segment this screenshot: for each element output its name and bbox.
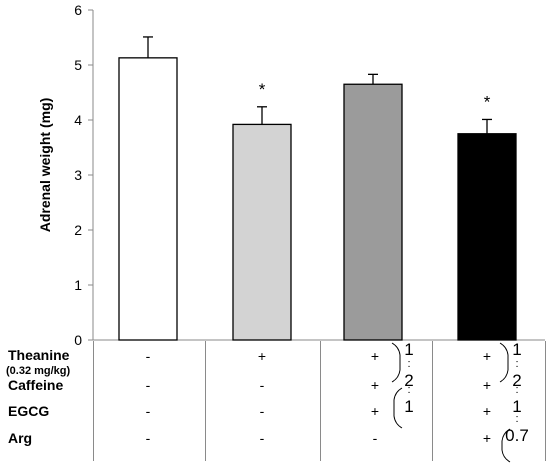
bar xyxy=(457,133,517,341)
y-tick-label: 3 xyxy=(74,167,82,183)
bar-chart: 0 1 2 3 4 5 6 Adrenal weight (mg) * * xyxy=(37,2,545,345)
treatment-cell: - xyxy=(145,403,151,419)
column-separator xyxy=(205,341,206,461)
y-tick-label: 1 xyxy=(74,277,82,293)
left-paren-bottom xyxy=(393,387,403,429)
row-label: EGCG xyxy=(8,403,50,419)
treatment-cell: + xyxy=(482,403,492,419)
ratio-value: 1 xyxy=(512,397,522,416)
ratio-value: 1 xyxy=(512,340,522,359)
treatment-cell: + xyxy=(370,403,380,419)
treatment-cell: + xyxy=(257,348,267,364)
y-tick-label: 2 xyxy=(74,222,82,238)
ratio-value: 1 xyxy=(404,340,414,359)
y-tick-label: 5 xyxy=(74,57,82,73)
column-separator xyxy=(545,341,546,461)
bar xyxy=(232,123,292,341)
treatment-cell: - xyxy=(372,430,378,446)
treatment-cell: + xyxy=(370,377,380,393)
treatment-cell: - xyxy=(259,377,265,393)
treatment-cell: - xyxy=(259,430,265,446)
row-sublabel: (0.32 mg/kg) xyxy=(6,365,71,377)
ratio-separator: : xyxy=(515,384,519,396)
treatment-cell: + xyxy=(370,348,380,364)
ratio-value: 2 xyxy=(512,371,522,390)
ratio-separator: : xyxy=(407,358,411,370)
treatment-cell: - xyxy=(259,403,265,419)
ratio-value: 2 xyxy=(404,371,414,390)
bar xyxy=(118,57,178,341)
row-label: Theanine xyxy=(8,347,70,363)
significance-marker: * xyxy=(484,92,491,111)
column-separator xyxy=(320,341,321,461)
y-tick-label: 0 xyxy=(74,332,82,345)
column-separator xyxy=(432,341,433,461)
ratio-separator: : xyxy=(515,413,519,425)
right-paren-top xyxy=(391,342,401,383)
y-tick-label: 4 xyxy=(74,112,82,128)
treatment-cell: + xyxy=(482,377,492,393)
y-tick-label: 6 xyxy=(74,2,82,18)
ratio-separator: : xyxy=(407,384,411,396)
row-label: Arg xyxy=(8,430,33,446)
row-label: Caffeine xyxy=(8,377,64,393)
ratio-value: 0.7 xyxy=(505,426,529,445)
treatment-cell: + xyxy=(482,348,492,364)
left-paren-bottom xyxy=(501,428,511,463)
treatment-cell: - xyxy=(145,430,151,446)
treatment-cell: - xyxy=(145,377,151,393)
significance-marker: * xyxy=(259,80,266,99)
ratio-value: 1 xyxy=(404,397,414,416)
y-axis-title: Adrenal weight (mg) xyxy=(37,98,53,233)
treatment-cell: + xyxy=(482,430,492,446)
right-paren-top xyxy=(499,342,509,383)
column-separator xyxy=(93,341,94,461)
bar xyxy=(343,83,403,341)
ratio-separator: : xyxy=(515,358,519,370)
treatment-cell: - xyxy=(145,348,151,364)
